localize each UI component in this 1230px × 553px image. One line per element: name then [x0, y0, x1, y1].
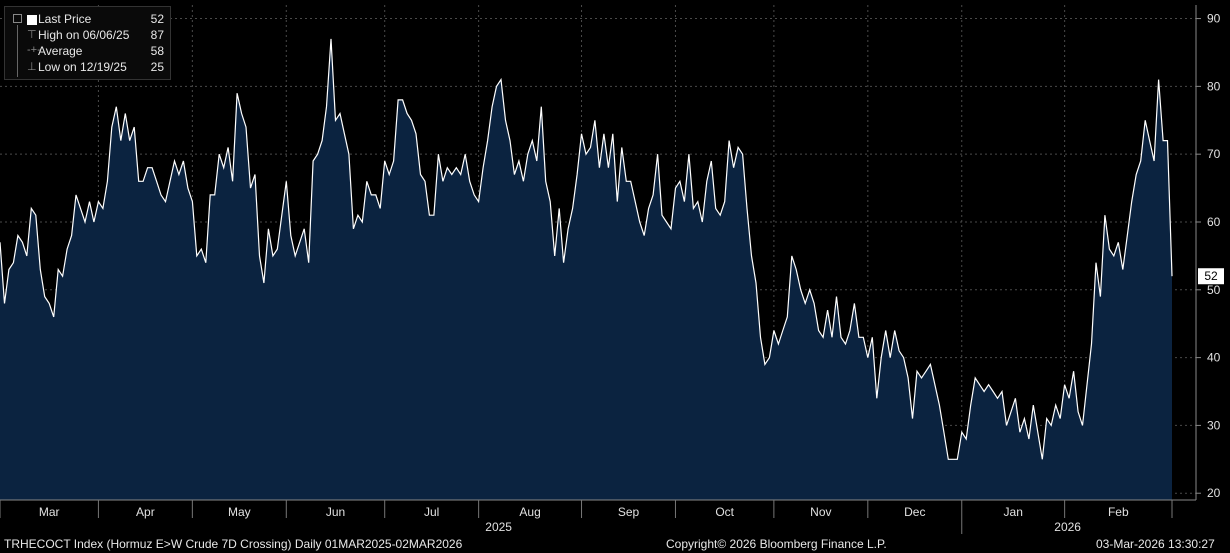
white-square-icon: [27, 15, 37, 25]
x-tick-label: Mar: [39, 505, 60, 519]
x-tick-label: May: [228, 505, 251, 519]
y-axis-ticks: 20 30 40 50 60 70 80 90: [1196, 12, 1221, 500]
footer-timestamp: 03-Mar-2026 13:30:27: [1096, 537, 1215, 551]
year-label: 2025: [485, 520, 512, 534]
y-tick-label: 90: [1207, 12, 1221, 26]
footer-copyright: Copyright© 2026 Bloomberg Finance L.P.: [666, 537, 887, 551]
legend-value: 52: [150, 12, 164, 26]
last-price-badge-label: 52: [1204, 269, 1218, 283]
x-tick-label: Jun: [326, 505, 345, 519]
x-tick-label: Aug: [519, 505, 540, 519]
year-label: 2026: [1054, 520, 1081, 534]
x-tick-label: Jul: [424, 505, 439, 519]
legend-last-price: Last Price 52: [5, 12, 170, 28]
x-axis-ticks: Mar Apr May Jun Jul Aug Sep Oct Nov Dec Jan Feb 2025…: [0, 500, 1173, 534]
price-line: [0, 38, 1173, 460]
x-tick-label: Sep: [618, 505, 640, 519]
last-price-badge-bg: [1198, 268, 1224, 285]
legend-label: Last Price: [38, 12, 92, 26]
legend-label: Low on 12/19/25: [38, 60, 127, 74]
y-tick-label: 50: [1207, 283, 1221, 297]
x-tick-label: Jan: [1004, 505, 1023, 519]
legend-value: 58: [150, 44, 164, 58]
x-tick-label: Apr: [136, 505, 155, 519]
x-tick-label: Dec: [904, 505, 925, 519]
legend-value: 25: [150, 60, 164, 74]
legend-label: Average: [38, 44, 83, 58]
low-marker-icon: ⊥: [27, 61, 37, 73]
high-marker-icon: ⊤: [27, 29, 37, 41]
x-tick-label: Feb: [1108, 505, 1129, 519]
footer-index-description: TRHECOCT Index (Hormuz E>W Crude 7D Cros…: [4, 537, 463, 551]
y-tick-label: 30: [1207, 418, 1221, 432]
legend-box: Last Price 52 ⊤ High on 06/06/25 87 -+- …: [4, 6, 171, 80]
legend-label: High on 06/06/25: [38, 28, 130, 42]
y-tick-label: 40: [1207, 351, 1221, 365]
legend-low: ⊥ Low on 12/19/25 25: [5, 60, 170, 76]
legend-tree-line: [17, 25, 18, 77]
x-tick-label: Nov: [810, 505, 831, 519]
y-tick-label: 70: [1207, 147, 1221, 161]
legend-high: ⊤ High on 06/06/25 87: [5, 28, 170, 44]
y-tick-label: 20: [1207, 486, 1221, 500]
legend-toggle-icon[interactable]: [13, 14, 22, 23]
legend-value: 87: [150, 28, 164, 42]
average-marker-icon: -+-: [27, 44, 41, 56]
last-price-badge: 52: [1198, 268, 1224, 285]
y-tick-label: 80: [1207, 79, 1221, 93]
price-area-fill: [0, 38, 1172, 501]
x-tick-label: Oct: [715, 505, 734, 519]
y-tick-label: 60: [1207, 215, 1221, 229]
legend-average: -+- Average 58: [5, 44, 170, 60]
